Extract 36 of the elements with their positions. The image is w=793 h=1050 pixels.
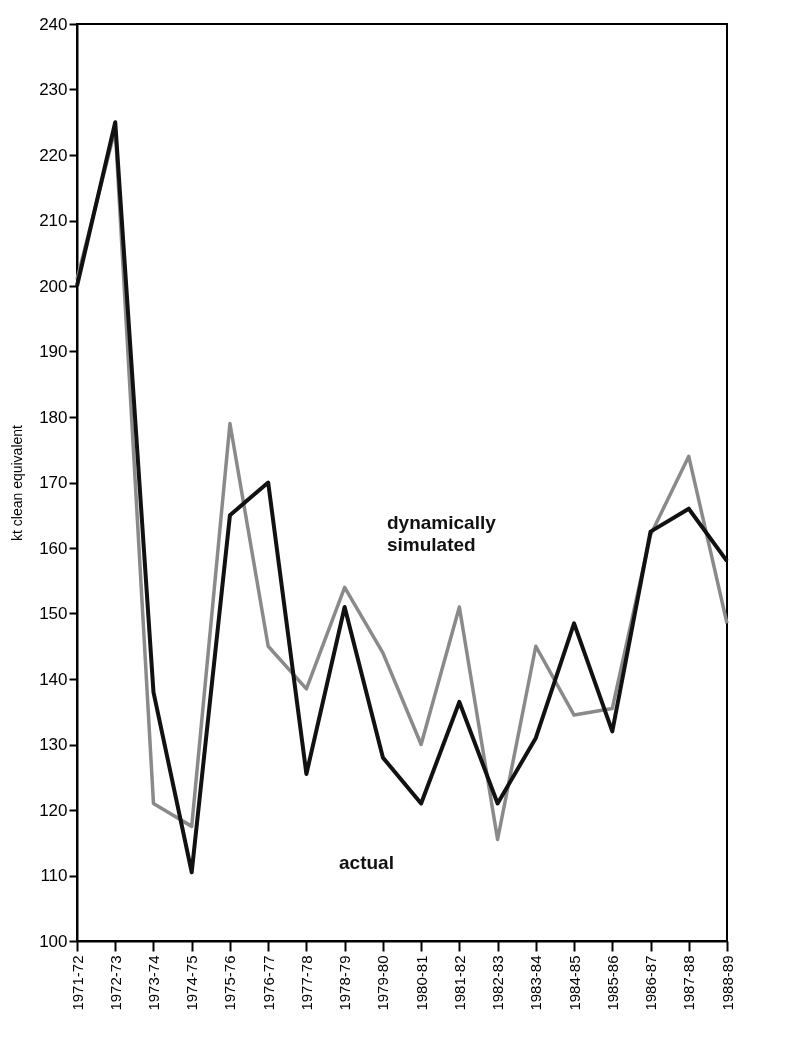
x-tick-label: 1988-89 [718,955,736,1011]
x-tick-label: 1984-85 [565,955,583,1011]
y-tick-label: 240 [39,14,68,34]
y-tick-label: 230 [39,80,68,99]
x-tick-label: 1972-73 [106,955,124,1011]
x-tick-label: 1974-75 [183,955,201,1011]
y-tick-label: 200 [39,276,68,296]
y-tick-label: 150 [39,604,68,623]
text: dynamically simulated [387,512,497,555]
x-tick-label: 1978-79 [336,955,354,1011]
x-tick-label: 1977-78 [297,955,315,1011]
y-tick-label: 130 [39,735,68,754]
x-tick-label: 1983-84 [527,955,545,1011]
x-tick-label: 1973-74 [144,955,162,1011]
x-tick-label: 1981-82 [450,955,468,1011]
x-tick-label: 1979-80 [374,955,392,1011]
y-tick-label: 170 [39,473,68,492]
y-tick-label: 110 [40,866,68,885]
x-tick-label: 1982-83 [489,955,507,1011]
x-tick-label: 1980-81 [412,955,430,1011]
text: actual [339,852,394,873]
x-tick-label: 1975-76 [221,955,239,1011]
x-tick-label: 1985-86 [603,955,621,1011]
y-tick-label: 180 [39,407,68,427]
x-tick-label: 1986-87 [642,955,660,1011]
y-tick-label: 210 [39,211,68,230]
x-tick-label: 1976-77 [259,955,277,1011]
y-tick-label: 100 [39,931,68,951]
x-tick-label: 1971-72 [68,955,86,1011]
y-axis-title: kt clean equivalent [9,424,26,541]
x-tick-label: 1987-88 [680,955,698,1011]
y-tick-label: 160 [39,538,68,558]
y-tick-label: 140 [39,669,68,689]
y-tick-label: 190 [39,342,68,361]
y-tick-label: 120 [39,800,68,820]
y-tick-label: 220 [39,145,68,165]
